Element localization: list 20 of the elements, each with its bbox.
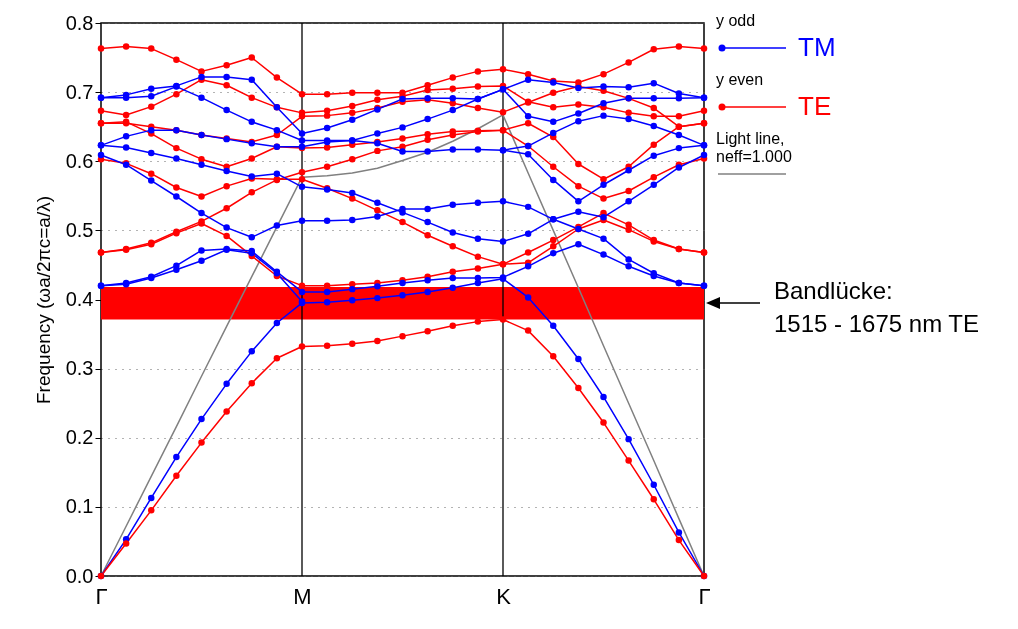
x-tick-label: M <box>293 583 312 609</box>
y-tick-label: 0.2 <box>65 426 94 449</box>
legend-label: TM <box>798 32 836 63</box>
y-tick-label: 0.0 <box>65 564 94 587</box>
text: y even <box>716 71 765 89</box>
y-tick-label: 0.6 <box>65 149 94 172</box>
y-axis-title: Frequency (ωa/2πc=a/λ) <box>32 196 54 404</box>
text: Bandlücke: 1515 - 1675 nm TE <box>774 276 980 339</box>
y-tick-label: 0.5 <box>65 218 94 241</box>
y-tick-label: 0.3 <box>65 357 94 380</box>
y-tick-label: 0.8 <box>65 11 94 34</box>
y-tick-label: 0.1 <box>65 495 94 518</box>
x-tick-label: K <box>496 583 512 609</box>
legend-label: TE <box>798 91 832 122</box>
text: y odd <box>716 12 757 30</box>
y-tick-label: 0.7 <box>65 80 94 103</box>
x-tick-label: Γ <box>95 583 108 609</box>
x-tick-label: Γ <box>698 583 711 609</box>
y-tick-label: 0.4 <box>65 288 94 310</box>
text: Light line, neff=1.000 <box>716 130 793 166</box>
